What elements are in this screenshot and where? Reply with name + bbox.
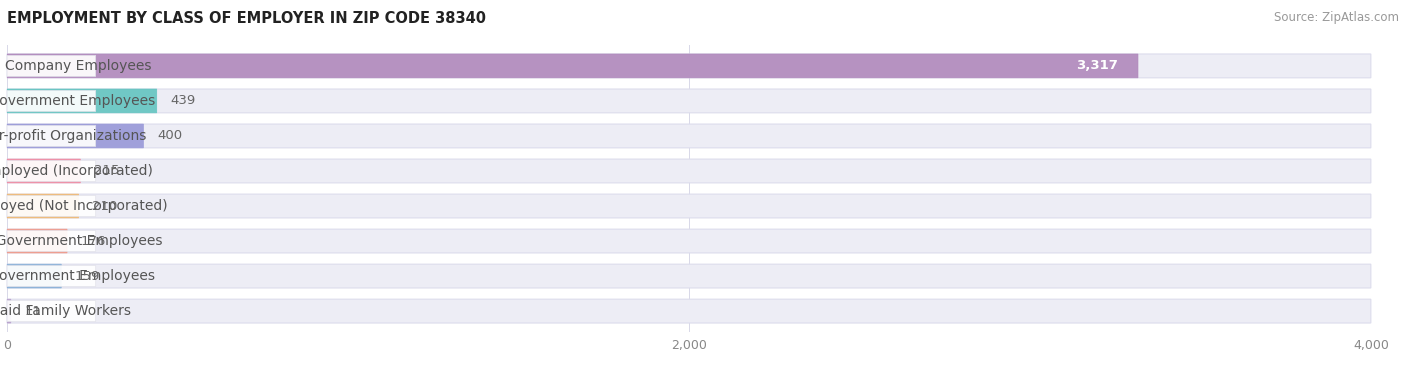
FancyBboxPatch shape [7,124,143,148]
Text: Local Government Employees: Local Government Employees [0,94,155,108]
Text: Private Company Employees: Private Company Employees [0,59,150,73]
Text: EMPLOYMENT BY CLASS OF EMPLOYER IN ZIP CODE 38340: EMPLOYMENT BY CLASS OF EMPLOYER IN ZIP C… [7,11,486,26]
FancyBboxPatch shape [7,89,1371,113]
FancyBboxPatch shape [7,159,80,183]
Text: Self-Employed (Incorporated): Self-Employed (Incorporated) [0,164,153,178]
Text: 3,317: 3,317 [1076,60,1118,72]
FancyBboxPatch shape [7,124,1371,148]
FancyBboxPatch shape [7,230,96,251]
Text: 11: 11 [24,305,41,317]
Text: 215: 215 [94,164,120,178]
Text: 210: 210 [93,199,118,213]
FancyBboxPatch shape [7,90,96,112]
FancyBboxPatch shape [7,55,96,77]
FancyBboxPatch shape [7,299,1371,323]
FancyBboxPatch shape [7,264,62,288]
Text: Self-Employed (Not Incorporated): Self-Employed (Not Incorporated) [0,199,167,213]
Text: State Government Employees: State Government Employees [0,269,155,283]
FancyBboxPatch shape [7,265,96,287]
FancyBboxPatch shape [7,194,1371,218]
FancyBboxPatch shape [7,300,96,322]
Text: 400: 400 [157,129,183,143]
Text: Source: ZipAtlas.com: Source: ZipAtlas.com [1274,11,1399,24]
FancyBboxPatch shape [7,89,156,113]
FancyBboxPatch shape [7,54,1371,78]
FancyBboxPatch shape [7,161,96,181]
FancyBboxPatch shape [7,229,67,253]
Text: Not-for-profit Organizations: Not-for-profit Organizations [0,129,146,143]
FancyBboxPatch shape [7,229,1371,253]
FancyBboxPatch shape [7,126,96,147]
Text: Unpaid Family Workers: Unpaid Family Workers [0,304,131,318]
Text: 439: 439 [170,94,195,107]
Text: Federal Government Employees: Federal Government Employees [0,234,163,248]
Text: 159: 159 [75,270,100,283]
FancyBboxPatch shape [7,299,11,323]
FancyBboxPatch shape [7,159,1371,183]
FancyBboxPatch shape [7,196,96,216]
FancyBboxPatch shape [7,194,79,218]
Text: 176: 176 [80,234,105,248]
FancyBboxPatch shape [7,264,1371,288]
FancyBboxPatch shape [7,54,1137,78]
